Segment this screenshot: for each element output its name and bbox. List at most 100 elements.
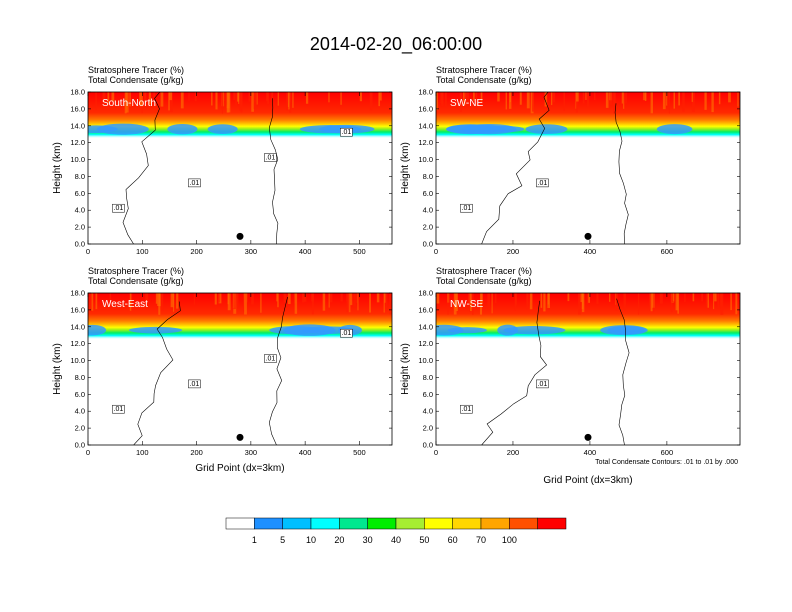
y-tick-label: 12.0 [418,138,433,147]
x-tick-label: 100 [136,448,149,457]
colorbar-label: 40 [391,535,401,545]
y-tick-label: 2.0 [423,223,433,232]
contour-label: .01 [340,127,353,137]
x-tick-label: 200 [190,247,203,256]
contour-label: .01 [112,404,125,414]
svg-text:.01: .01 [462,205,472,212]
x-tick-label: 500 [353,448,366,457]
x-tick-label: 200 [190,448,203,457]
panel-header: Stratosphere Tracer (%) [88,65,184,75]
y-tick-label: 2.0 [75,424,85,433]
x-tick-label: 300 [245,247,258,256]
colorbar-swatch [395,517,425,530]
x-tick-label: 400 [299,448,312,457]
contour-line [133,301,181,445]
x-tick-label: 200 [507,247,520,256]
contour-line [481,92,550,244]
y-axis-label: Height (km) [400,343,411,395]
panel-header: Stratosphere Tracer (%) [88,266,184,276]
colorbar-label: 10 [306,535,316,545]
x-tick-label: 600 [661,247,674,256]
x-tick-label: 100 [136,247,149,256]
x-tick-label: 0 [86,247,90,256]
x-tick-label: 0 [434,247,438,256]
colorbar-swatch [282,517,312,530]
colorbar-swatch [537,517,567,530]
y-axis-label: Height (km) [400,142,411,194]
svg-text:.01: .01 [342,330,352,337]
location-marker [236,232,244,240]
colorbar-swatch [339,517,368,530]
plot-frame [87,91,393,245]
svg-text:.01: .01 [266,155,276,162]
y-tick-label: 18.0 [70,289,85,298]
y-tick-label: 0.0 [423,240,433,249]
panel-3: .01 .01 .01 .01 West-East Stratosphere Tracer… [52,266,393,474]
panel-header: Total Condensate (g/kg) [436,276,532,286]
y-tick-label: 0.0 [75,441,85,450]
y-tick-label: 12.0 [70,339,85,348]
panel-1: .01 .01 .01 .01 South-North Stratosphere Trac… [52,65,393,256]
svg-text:.01: .01 [114,205,124,212]
y-tick-label: 14.0 [70,121,85,130]
y-tick-label: 8.0 [75,373,85,382]
y-axis-label: Height (km) [52,142,63,194]
y-tick-label: 6.0 [75,390,85,399]
y-tick-label: 6.0 [423,189,433,198]
contour-note: Total Condensate Contours: .01 to .01 by… [595,459,738,466]
y-tick-label: 0.0 [75,240,85,249]
x-axis-label: Grid Point (dx=3km) [195,463,284,474]
contour-label: .01 [264,354,277,363]
y-tick-label: 8.0 [423,373,433,382]
y-tick-label: 4.0 [423,206,433,215]
panel-header: Stratosphere Tracer (%) [436,266,532,276]
panel-2: .01 .01 SW-NE Stratosphere Tracer (%)Total … [400,65,741,256]
colorbar-swatch [225,517,255,530]
x-tick-label: 400 [584,448,597,457]
colorbar-label: 100 [502,535,517,545]
y-tick-label: 14.0 [418,121,433,130]
colorbar: 1 5 10 20 30 40 50 60 70 100 [225,517,567,545]
colorbar-label: 70 [476,535,486,545]
x-tick-label: 400 [584,247,597,256]
contour-line [481,300,548,445]
y-tick-label: 2.0 [75,223,85,232]
contour-line [616,298,630,445]
colorbar-swatch [424,517,453,530]
contour-label: .01 [460,203,473,213]
figure-title: 2014-02-20_06:00:00 [310,34,482,55]
svg-text:.01: .01 [114,406,124,413]
y-tick-label: 10.0 [418,155,433,164]
contour-label: .01 [188,379,201,389]
y-tick-label: 16.0 [418,104,433,113]
y-axis-label: Height (km) [52,343,63,395]
contour-label: .01 [536,379,549,389]
panel-label: West-East [102,299,148,310]
y-tick-label: 18.0 [418,289,433,298]
colorbar-label: 30 [363,535,373,545]
svg-text:.01: .01 [462,406,472,413]
panel-header: Stratosphere Tracer (%) [436,65,532,75]
panel-header: Total Condensate (g/kg) [436,75,532,85]
x-tick-label: 0 [434,448,438,457]
svg-text:.01: .01 [538,180,548,187]
y-tick-label: 16.0 [418,305,433,314]
y-tick-label: 18.0 [70,88,85,97]
plot-frame [435,292,741,446]
colorbar-label: 20 [334,535,344,545]
contour-line [122,92,161,244]
colorbar-swatch [480,517,510,530]
y-tick-label: 6.0 [423,390,433,399]
colorbar-swatch [367,517,397,530]
y-tick-label: 8.0 [423,172,433,181]
colorbar-swatch [509,517,538,530]
x-tick-label: 500 [353,247,366,256]
panel-label: South-North [102,98,156,109]
y-tick-label: 16.0 [70,305,85,314]
contour-label: .01 [536,178,549,188]
colorbar-label: 60 [448,535,458,545]
panels: .01 .01 .01 .01 South-North Stratosphere Trac… [52,65,741,486]
colorbar-label: 5 [280,535,285,545]
y-tick-label: 18.0 [418,88,433,97]
